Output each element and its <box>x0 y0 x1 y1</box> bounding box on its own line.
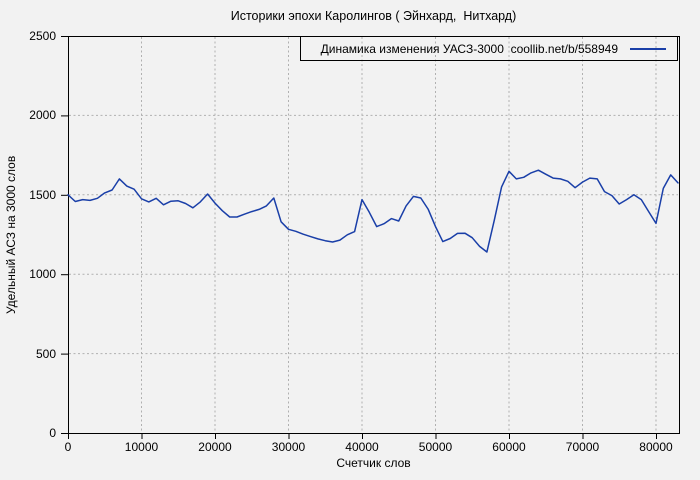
x-tick-label: 10000 <box>124 440 159 454</box>
y-tick-label: 500 <box>35 346 56 361</box>
data-line-series <box>67 169 679 253</box>
y-tick-label: 1000 <box>29 267 56 282</box>
y-tick-label: 2000 <box>29 108 56 123</box>
chart-title: Историки эпохи Каролингов ( Эйнхард, Нит… <box>230 9 517 23</box>
y-tick-label: 0 <box>49 426 56 440</box>
y-tick-label: 1500 <box>29 187 56 202</box>
x-tick-label: 20000 <box>198 440 232 454</box>
x-tick-label: 50000 <box>418 440 453 454</box>
legend-line-sample-icon <box>630 47 666 50</box>
x-tick-label: 70000 <box>565 440 600 454</box>
x-axis-title: Счетчик слов <box>336 456 411 470</box>
x-tick-label: 60000 <box>492 440 526 454</box>
plot-border <box>68 36 680 434</box>
x-tick-label: 0 <box>64 440 72 454</box>
legend: Динамика изменения УАСЗ-3000 coollib.net… <box>300 36 678 61</box>
x-tick-label: 80000 <box>639 440 673 454</box>
y-axis-title: Удельный АСЗ на 3000 слов <box>4 155 18 314</box>
legend-series-label: Динамика изменения УАСЗ-3000 coollib.net… <box>320 41 618 56</box>
x-tick-label: 40000 <box>345 440 379 454</box>
x-tick-label: 30000 <box>271 440 306 454</box>
y-tick-label: 2500 <box>29 29 56 43</box>
